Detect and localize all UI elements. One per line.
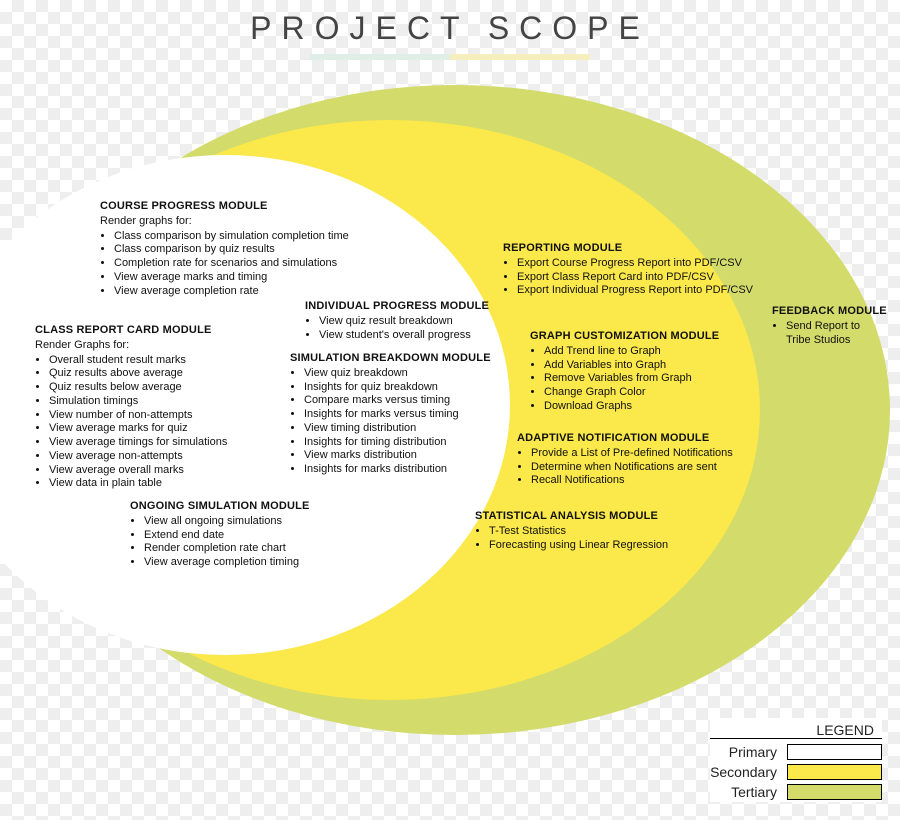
legend-label: Tertiary (731, 784, 777, 800)
module-adaptive-notification: ADAPTIVE NOTIFICATION MODULEProvide a Li… (517, 432, 767, 488)
module-item: Insights for quiz breakdown (304, 381, 500, 395)
module-items: Export Course Progress Report into PDF/C… (503, 257, 763, 298)
module-item: Class comparison by simulation completio… (114, 230, 400, 244)
module-item: Simulation timings (49, 395, 265, 409)
module-item: View average completion timing (144, 556, 350, 570)
module-items: Class comparison by simulation completio… (100, 230, 400, 299)
legend-swatch (787, 784, 882, 800)
module-title: ONGOING SIMULATION MODULE (130, 500, 350, 514)
module-item: Render completion rate chart (144, 542, 350, 556)
module-item: View student's overall progress (319, 329, 505, 343)
legend-label: Primary (729, 744, 777, 760)
module-subtitle: Render graphs for: (100, 215, 400, 229)
module-items: View all ongoing simulationsExtend end d… (130, 515, 350, 570)
module-title: REPORTING MODULE (503, 242, 763, 256)
module-title: STATISTICAL ANALYSIS MODULE (475, 510, 705, 524)
module-item: Export Class Report Card into PDF/CSV (517, 271, 763, 285)
legend-row: Primary (710, 742, 882, 762)
module-item: Class comparison by quiz results (114, 243, 400, 257)
module-item: View average marks and timing (114, 271, 400, 285)
module-title: SIMULATION BREAKDOWN MODULE (290, 352, 500, 366)
module-item: Completion rate for scenarios and simula… (114, 257, 400, 271)
module-feedback: FEEDBACK MODULESend Report to Tribe Stud… (772, 305, 887, 347)
module-individual-progress: INDIVIDUAL PROGRESS MODULEView quiz resu… (305, 300, 505, 342)
legend: LEGEND Primary Secondary Tertiary (710, 718, 882, 802)
module-items: Overall student result marksQuiz results… (35, 354, 265, 492)
module-item: Overall student result marks (49, 354, 265, 368)
module-item: View quiz result breakdown (319, 315, 505, 329)
module-item: Change Graph Color (544, 386, 750, 400)
legend-swatch (787, 764, 882, 780)
module-item: Recall Notifications (531, 474, 767, 488)
module-item: Provide a List of Pre-defined Notificati… (531, 447, 767, 461)
module-item: Insights for marks distribution (304, 463, 500, 477)
module-item: Determine when Notifications are sent (531, 461, 767, 475)
module-title: CLASS REPORT CARD MODULE (35, 324, 265, 338)
module-item: Export Course Progress Report into PDF/C… (517, 257, 763, 271)
legend-title: LEGEND (710, 722, 882, 739)
module-simulation-breakdown: SIMULATION BREAKDOWN MODULEView quiz bre… (290, 352, 500, 477)
module-item: Export Individual Progress Report into P… (517, 284, 763, 298)
module-item: View data in plain table (49, 477, 265, 491)
module-subtitle: Render Graphs for: (35, 339, 265, 353)
module-items: Add Trend line to GraphAdd Variables int… (530, 345, 750, 414)
module-title: FEEDBACK MODULE (772, 305, 887, 319)
module-item: Quiz results below average (49, 381, 265, 395)
module-item: View number of non-attempts (49, 409, 265, 423)
module-item: Insights for timing distribution (304, 436, 500, 450)
module-items: View quiz result breakdownView student's… (305, 315, 505, 343)
module-items: Provide a List of Pre-defined Notificati… (517, 447, 767, 488)
module-item: View average marks for quiz (49, 422, 265, 436)
module-graph-customization: GRAPH CUSTOMIZATION MODULEAdd Trend line… (530, 330, 750, 414)
module-item: T-Test Statistics (489, 525, 705, 539)
module-item: View quiz breakdown (304, 367, 500, 381)
module-items: T-Test StatisticsForecasting using Linea… (475, 525, 705, 553)
module-item: Forecasting using Linear Regression (489, 539, 705, 553)
module-items: Send Report to Tribe Studios (772, 320, 887, 348)
legend-row: Secondary (710, 762, 882, 782)
module-item: View average completion rate (114, 285, 400, 299)
module-item: Add Variables into Graph (544, 359, 750, 373)
module-title: GRAPH CUSTOMIZATION MODULE (530, 330, 750, 344)
module-item: View marks distribution (304, 449, 500, 463)
module-item: View average timings for simulations (49, 436, 265, 450)
module-course-progress: COURSE PROGRESS MODULERender graphs for:… (100, 200, 400, 298)
module-item: Add Trend line to Graph (544, 345, 750, 359)
legend-row: Tertiary (710, 782, 882, 802)
module-item: Quiz results above average (49, 367, 265, 381)
module-items: View quiz breakdownInsights for quiz bre… (290, 367, 500, 477)
legend-swatch (787, 744, 882, 760)
module-item: Insights for marks versus timing (304, 408, 500, 422)
module-item: View timing distribution (304, 422, 500, 436)
title-underline (0, 54, 900, 60)
page-title: PROJECT SCOPE (0, 10, 900, 47)
module-item: Send Report to Tribe Studios (786, 320, 887, 348)
module-title: COURSE PROGRESS MODULE (100, 200, 400, 214)
module-class-report: CLASS REPORT CARD MODULERender Graphs fo… (35, 324, 265, 491)
module-item: Compare marks versus timing (304, 394, 500, 408)
legend-label: Secondary (710, 764, 777, 780)
module-item: View average non-attempts (49, 450, 265, 464)
module-ongoing-simulation: ONGOING SIMULATION MODULEView all ongoin… (130, 500, 350, 570)
module-item: View average overall marks (49, 464, 265, 478)
module-title: ADAPTIVE NOTIFICATION MODULE (517, 432, 767, 446)
module-item: Download Graphs (544, 400, 750, 414)
module-item: Extend end date (144, 529, 350, 543)
module-statistical-analysis: STATISTICAL ANALYSIS MODULET-Test Statis… (475, 510, 705, 552)
module-item: Remove Variables from Graph (544, 372, 750, 386)
module-title: INDIVIDUAL PROGRESS MODULE (305, 300, 505, 314)
module-item: View all ongoing simulations (144, 515, 350, 529)
module-reporting: REPORTING MODULEExport Course Progress R… (503, 242, 763, 298)
